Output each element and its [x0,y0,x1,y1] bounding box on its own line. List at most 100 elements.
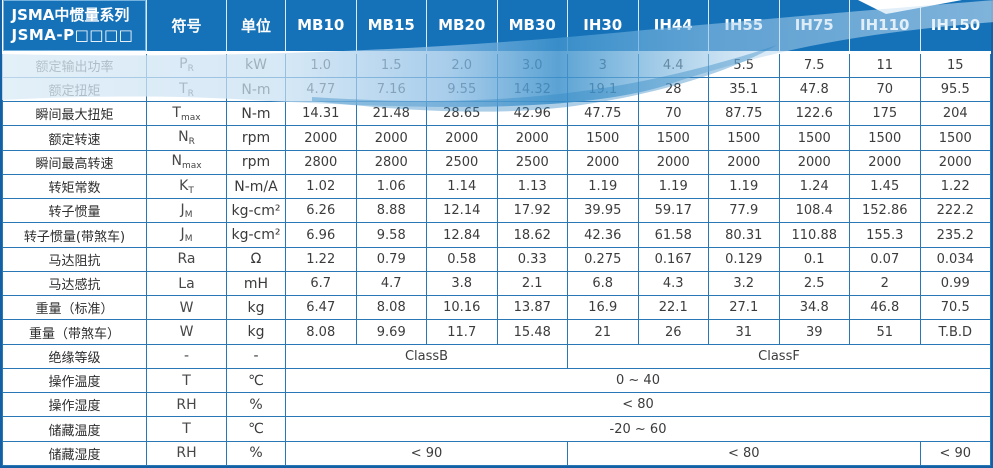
row-label: 绝缘等级 [2,343,147,369]
row-symbol: - [146,343,227,369]
row-label: 储藏温度 [2,416,147,442]
value-cell: 7.16 [355,76,427,103]
value-cell: 59.17 [637,198,709,224]
value-cell: 2.1 [496,270,568,297]
value-cell: 5.5 [708,51,780,78]
value-cell: 17.92 [496,198,568,224]
row-unit: ℃ [226,367,286,394]
value-cell: 46.8 [849,295,921,321]
symbol-base: J [180,226,185,243]
model-header-mb20: MB20 [426,0,498,54]
value-cell: 1.19 [567,173,639,200]
spec-row: 操作湿度 RH% < 80 [2,392,991,418]
model-header-ih150: IH150 [920,0,991,54]
value-cell: 1.22 [285,246,357,272]
value-cell: 13.87 [496,295,568,321]
value-cell: 108.4 [778,198,850,224]
value-cell: 27.1 [708,295,780,321]
value-cell: 204 [919,101,991,127]
symbol-base: N [171,153,182,170]
value-cell: 2500 [496,149,568,175]
value-cell: 34.8 [778,295,850,321]
value-cell: 9.69 [355,319,427,345]
row-symbol: NR [146,125,227,151]
value-cell: 8.08 [355,295,427,321]
value-cell: 2.0 [426,51,498,78]
value-cell: 0.129 [708,246,780,272]
value-cell: 1.5 [355,51,427,78]
value-cell: 1.19 [708,173,780,200]
value-cell: 6.47 [285,295,357,321]
spec-row: 额定转速 NR rpm 2000 2000 2000 2000 1500 1500 1500 150… [2,125,991,151]
value-cell: 39.95 [567,198,639,224]
symbol-base: T [172,104,181,121]
row-unit: kg [226,295,286,321]
value-cell: 2000 [285,125,357,151]
spec-row: 马达感抗 La mH 6.7 4.7 3.8 2.1 6.8 4.3 3.2 2.5 2 0.99 [2,270,991,297]
value-cell: 0.034 [919,246,991,272]
value-cell: 1.14 [426,173,498,200]
value-cell: 15 [919,51,991,78]
spec-row: 马达阻抗 Ra Ω 1.22 0.79 0.58 0.33 0.275 0.167 0.129 0.… [2,246,991,272]
row-symbol: La [146,270,227,297]
value-cell: 8.08 [285,319,357,345]
symbol-subscript: max [180,112,201,123]
value-cell: 155.3 [849,222,921,248]
value-cell: 222.2 [919,198,991,224]
row-unit: rpm [226,149,286,175]
row-label: 额定转速 [2,125,147,151]
series-title-line1: JSMA中惯量系列 [11,6,130,24]
row-label: 重量（带煞车） [2,319,147,345]
row-label: 马达阻抗 [2,246,147,272]
row-unit: N-m/A [226,173,286,200]
value-cell: 2000 [778,149,850,175]
symbol-column-header: 符号 [146,0,227,54]
model-header-mb10: MB10 [285,0,357,54]
merged-value-cell: < 90 [285,440,568,467]
model-header-row: JSMA中惯量系列 JSMA-P□□□□ 符号 单位 MB10 MB15 MB20 M… [2,0,991,54]
value-cell: 42.36 [567,222,639,248]
row-unit: kg-cm² [226,222,286,248]
row-label: 马达感抗 [2,270,147,297]
value-cell: 12.84 [426,222,498,248]
row-label: 操作温度 [2,367,147,394]
value-cell: 2000 [355,125,427,151]
row-unit: mH [226,270,286,297]
merged-value-cell: 0 ~ 40 [285,367,991,394]
value-cell: 70.5 [919,295,991,321]
row-symbol: Ra [146,246,227,272]
row-unit: Ω [226,246,286,272]
value-cell: 14.32 [496,76,568,103]
value-cell: 3.0 [496,51,568,78]
symbol-base: RH [176,396,197,413]
symbol-subscript: R [188,137,195,148]
symbol-base: K [179,177,189,194]
value-cell: 6.96 [285,222,357,248]
spec-table-body: 额定输出功率 PR kW 1.0 1.5 2.0 3.0 3 4.4 5.5 7.5 11 15 额定扭矩… [2,51,991,467]
row-symbol: RH [146,392,227,418]
value-cell: 0.33 [496,246,568,272]
value-cell: 3.2 [708,270,780,297]
spec-row: 转矩常数 KT N-m/A 1.02 1.06 1.14 1.13 1.19 1.19 1.19 1… [2,173,991,200]
row-symbol: Tmax [146,101,227,127]
value-cell: 3 [567,51,639,78]
value-cell: 235.2 [919,222,991,248]
value-cell: 18.62 [496,222,568,248]
spec-row: 瞬间最大扭矩 Tmax N-m 14.31 21.48 28.65 42.96 47.75 70… [2,101,991,127]
spec-row: 额定扭矩 TR N-m 4.77 7.16 9.55 14.32 19.1 28 35.1 47.8… [2,76,991,103]
symbol-base: - [183,348,190,365]
row-symbol: TR [146,76,227,103]
value-cell: 1500 [919,125,991,151]
spec-row: 操作温度 T ℃ 0 ~ 40 [2,367,991,394]
value-cell: 2 [849,270,921,297]
row-label: 储藏湿度 [2,440,147,467]
value-cell: 80.31 [708,222,780,248]
spec-row: 储藏温度 T ℃ -20 ~ 60 [2,416,991,442]
merged-value-cell: < 80 [567,440,921,467]
value-cell: 15.48 [496,319,568,345]
value-cell: 10.16 [426,295,498,321]
spec-row: 转子惯量(带煞车) JM kg-cm² 6.96 9.58 12.84 18.62 42.36… [2,222,991,248]
value-cell: 0.79 [355,246,427,272]
spec-row: 瞬间最高转速 Nmax rpm 2800 2800 2500 2500 2000 2000 200… [2,149,991,175]
value-cell: 2800 [355,149,427,175]
